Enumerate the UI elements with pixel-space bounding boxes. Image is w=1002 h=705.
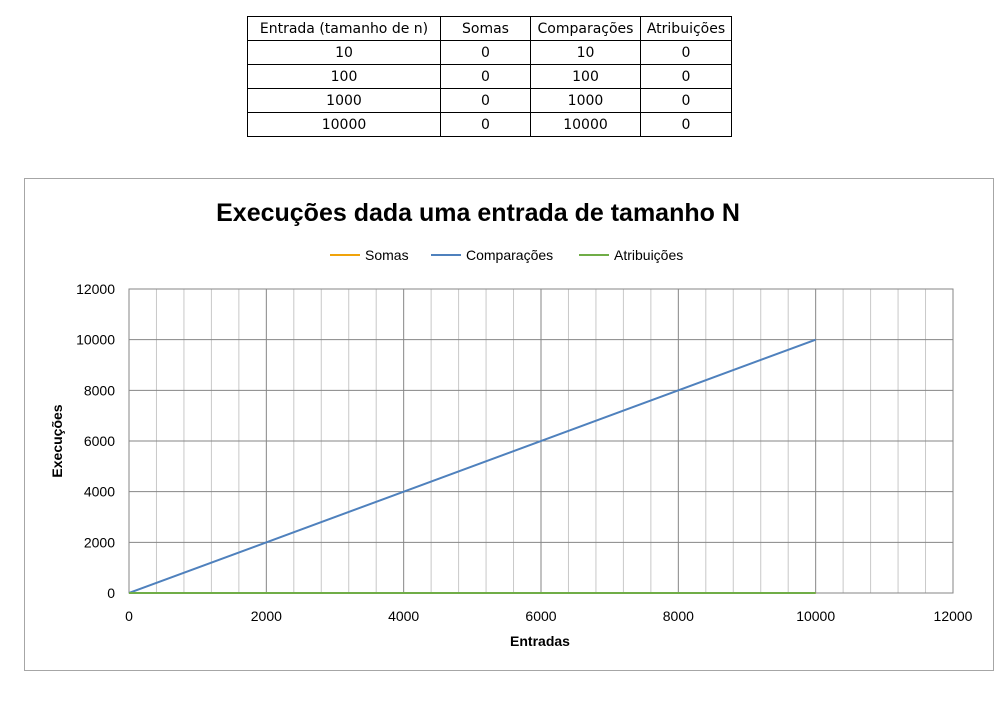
- x-tick-label: 4000: [388, 608, 419, 624]
- legend: Somas Comparações Atribuições: [330, 247, 683, 263]
- table-cell: 1000: [247, 88, 441, 113]
- axes: 0 2000 4000 6000 8000 10000 12000 0 2000 4000 6000…: [76, 281, 973, 624]
- table-header-cell: Entrada (tamanho de n): [247, 16, 441, 41]
- table-cell: 0: [440, 88, 531, 113]
- x-tick-label: 12000: [934, 608, 973, 624]
- x-tick-label: 8000: [663, 608, 694, 624]
- y-tick-label: 4000: [84, 484, 115, 500]
- table-header-row: Entrada (tamanho de n) Somas Comparações…: [247, 16, 732, 41]
- table-row: 10000 0 10000 0: [247, 112, 732, 137]
- series-line-comparacoes: [128, 338, 817, 594]
- y-tick-label: 10000: [76, 332, 115, 348]
- table-cell: 0: [440, 64, 531, 89]
- table-cell: 10: [247, 40, 441, 65]
- table-cell: 100: [530, 64, 641, 89]
- table-cell: 10000: [530, 112, 641, 137]
- x-tick-label: 10000: [796, 608, 835, 624]
- y-tick-label: 0: [107, 585, 115, 601]
- table-cell: 0: [640, 64, 732, 89]
- table-cell: 0: [640, 40, 732, 65]
- legend-label: Atribuições: [614, 247, 683, 263]
- y-tick-label: 2000: [84, 534, 115, 550]
- table-cell: 10000: [247, 112, 441, 137]
- data-table: Entrada (tamanho de n) Somas Comparações…: [247, 16, 732, 137]
- y-tick-label: 6000: [84, 433, 115, 449]
- table-cell: 100: [247, 64, 441, 89]
- series-group: [128, 338, 817, 594]
- table-cell: 0: [440, 40, 531, 65]
- y-tick-label: 8000: [84, 382, 115, 398]
- y-tick-label: 12000: [76, 281, 115, 297]
- x-axis-label: Entradas: [510, 633, 570, 649]
- legend-label: Comparações: [466, 247, 553, 263]
- line-chart: Execuções dada uma entrada de tamanho N …: [49, 199, 973, 649]
- table-header-cell: Atribuições: [640, 16, 732, 41]
- y-axis-label: Execuções: [49, 404, 65, 477]
- legend-label: Somas: [365, 247, 409, 263]
- x-tick-label: 0: [125, 608, 133, 624]
- table-cell: 10: [530, 40, 641, 65]
- table-cell: 0: [440, 112, 531, 137]
- table-header-cell: Comparações: [530, 16, 641, 41]
- x-tick-label: 2000: [251, 608, 282, 624]
- table-cell: 0: [640, 88, 732, 113]
- table-header-cell: Somas: [440, 16, 531, 41]
- table-cell: 0: [640, 112, 732, 137]
- x-tick-label: 6000: [525, 608, 556, 624]
- chart-title: Execuções dada uma entrada de tamanho N: [216, 199, 740, 227]
- table-row: 1000 0 1000 0: [247, 88, 732, 113]
- table-row: 100 0 100 0: [247, 64, 732, 89]
- table-cell: 1000: [530, 88, 641, 113]
- table-row: 10 0 10 0: [247, 40, 732, 65]
- chart-area: Execuções dada uma entrada de tamanho N …: [24, 178, 994, 671]
